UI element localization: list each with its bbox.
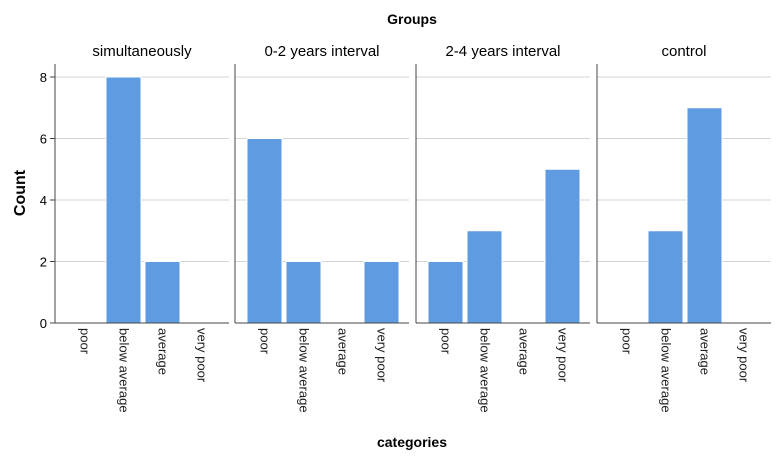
x-tick-label: below average — [478, 328, 493, 413]
y-tick-label: 6 — [40, 132, 47, 147]
x-tick-label: average — [336, 328, 351, 375]
x-tick-label: very poor — [556, 328, 571, 383]
x-tick-label: poor — [78, 328, 93, 355]
super-title: Groups — [387, 11, 437, 27]
x-tick-label: very poor — [195, 328, 210, 383]
x-axis-label: categories — [377, 434, 447, 450]
x-tick-label: average — [698, 328, 713, 375]
panel-2: 2-4 years interval poor below average avera… — [415, 43, 590, 413]
y-tick-label: 0 — [40, 316, 47, 331]
panel-title: simultaneously — [92, 43, 192, 60]
x-tick-label: very poor — [375, 328, 390, 383]
panel-title: 2-4 years interval — [445, 43, 560, 60]
bar-below-average — [647, 230, 684, 324]
panel-1: 0-2 years interval poor below average avera… — [234, 43, 409, 413]
bar-below-average — [105, 76, 142, 324]
bar-very-poor — [544, 168, 581, 324]
panel-title: control — [661, 43, 706, 60]
bar-below-average — [285, 261, 322, 324]
panels-layer: 0 2 4 6 8 simultaneously poor below average aver… — [40, 43, 771, 413]
x-tick-label: very poor — [737, 328, 752, 383]
x-tick-label: below average — [117, 328, 132, 413]
x-tick-label: average — [156, 328, 171, 375]
panel-3: control poor below average average very poor — [596, 43, 771, 413]
x-tick-label: average — [517, 328, 532, 375]
bar-below-average — [466, 230, 503, 324]
panel-0: simultaneously poor below average average ve… — [54, 43, 229, 413]
x-tick-label: below average — [297, 328, 312, 413]
x-tick-label: poor — [620, 328, 635, 355]
bar-average — [686, 107, 723, 324]
y-tick-label: 2 — [40, 255, 47, 270]
y-axis-label: Count — [12, 169, 29, 216]
y-tick-label: 4 — [40, 193, 47, 208]
bar-poor — [246, 138, 283, 324]
bar-poor — [427, 261, 464, 324]
x-tick-label: poor — [258, 328, 273, 355]
bar-average — [144, 261, 181, 324]
x-tick-label: poor — [439, 328, 454, 355]
x-tick-label: below average — [659, 328, 674, 413]
bar-very-poor — [363, 261, 400, 324]
panel-title: 0-2 years interval — [264, 43, 379, 60]
y-tick-label: 8 — [40, 70, 47, 85]
